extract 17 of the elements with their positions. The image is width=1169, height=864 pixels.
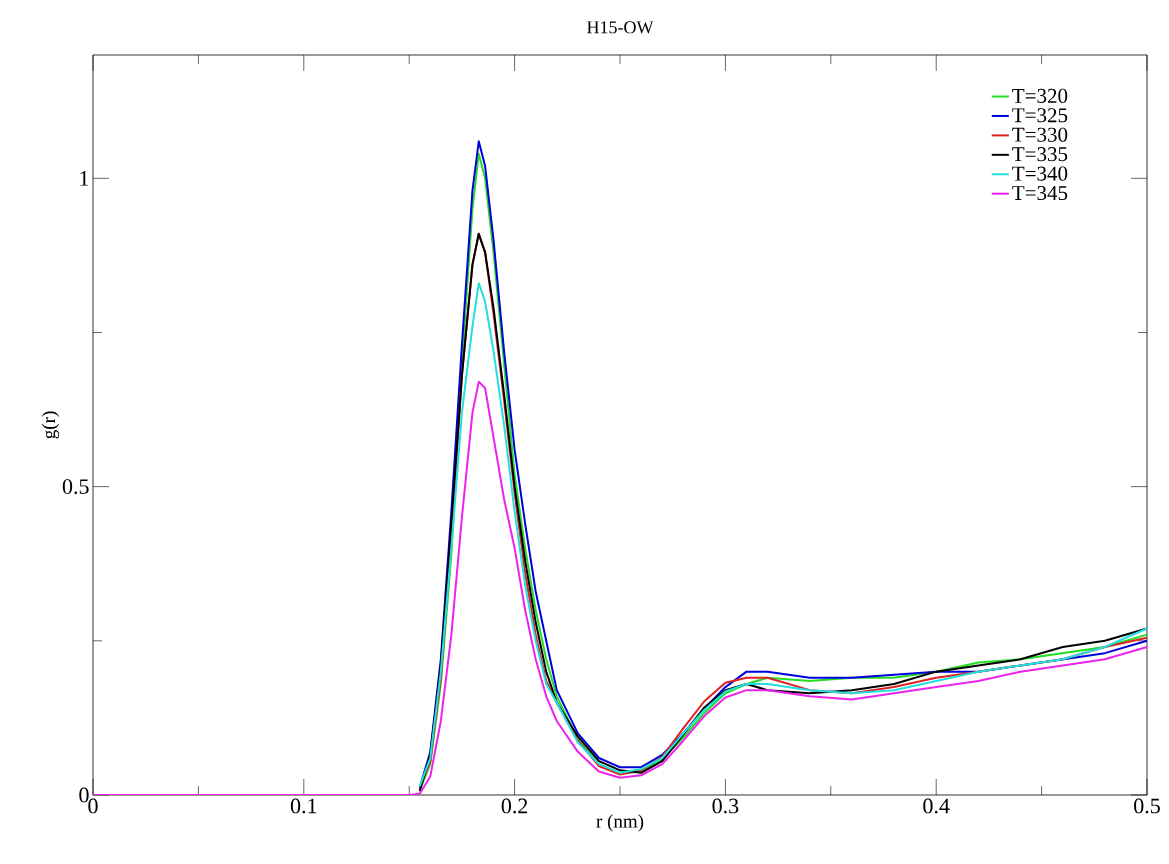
- legend-label: T=320: [1012, 88, 1068, 103]
- y-axis-title: g(r): [41, 411, 60, 439]
- y-tick-label: 0.5: [62, 479, 89, 495]
- chart-title: H15-OW: [587, 21, 654, 34]
- x-tick-label: 0.2: [501, 798, 528, 814]
- legend-label: T=330: [1012, 127, 1068, 142]
- x-tick-label: 0.1: [290, 798, 317, 814]
- x-tick-label: 0.4: [923, 798, 950, 814]
- legend-label: T=335: [1012, 147, 1068, 162]
- x-axis-title: r (nm): [596, 814, 644, 832]
- y-tick-label: 0: [79, 787, 89, 803]
- x-tick-label: 0.5: [1134, 798, 1160, 814]
- x-tick-label: 0.3: [712, 798, 739, 814]
- legend-label: T=340: [1012, 166, 1068, 181]
- legend-label: T=345: [1012, 185, 1068, 201]
- legend-label: T=325: [1012, 108, 1068, 123]
- y-tick-label: 1: [80, 171, 89, 186]
